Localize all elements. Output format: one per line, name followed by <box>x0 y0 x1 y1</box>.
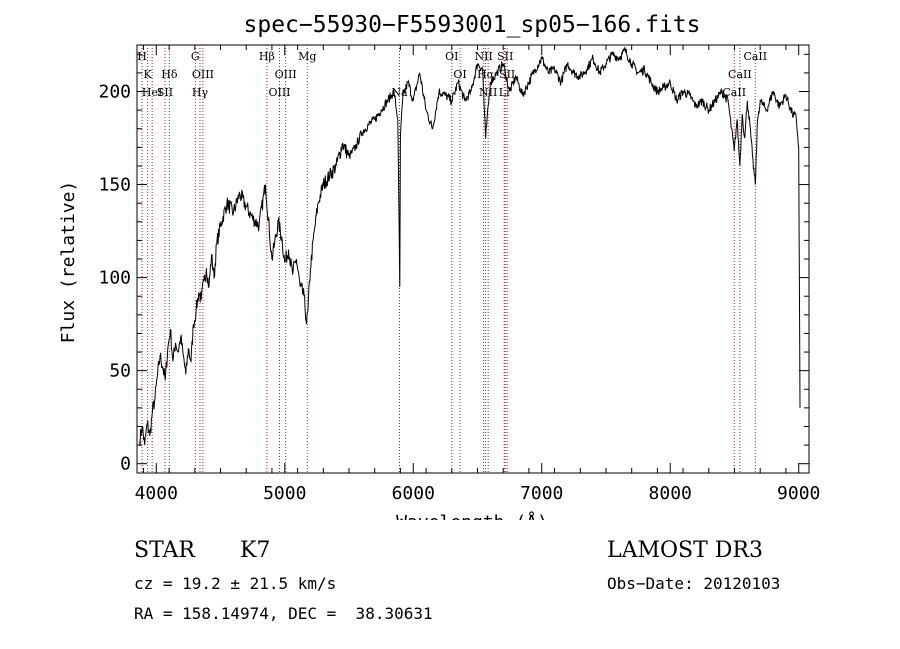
marker-label-18: SII <box>497 50 513 63</box>
y-tick-label-1: 50 <box>109 361 131 382</box>
marker-label-9: OIII <box>275 68 297 81</box>
marker-label-15: NII <box>475 50 493 63</box>
x-axis: 4000 5000 6000 7000 8000 9000 <box>135 45 820 504</box>
marker-label-4: Hδ <box>161 68 178 81</box>
marker-label-19: SII <box>499 68 515 81</box>
marker-label-3: SII <box>157 86 173 99</box>
marker-label-11: Mg <box>298 50 316 63</box>
line-markers <box>141 45 756 473</box>
spectrum-series-line <box>139 46 801 446</box>
marker-label-12: Na <box>391 86 408 99</box>
marker-label-2: HeI <box>142 86 162 99</box>
observation-date: Obs−Date: 20120103 <box>607 574 781 593</box>
marker-label-16: Hα <box>477 68 495 81</box>
y-axis-label: Flux (relative) <box>58 181 79 344</box>
coordinates-readout: RA = 158.14974, DEC = 38.30631 <box>134 604 433 623</box>
marker-label-7: Hγ <box>192 86 209 99</box>
marker-label-6: OIII <box>192 68 214 81</box>
marker-label-13: OI <box>445 50 458 63</box>
x-axis-label: Wavelength (Å) <box>396 511 548 520</box>
x-tick-label-0: 4000 <box>135 483 178 504</box>
x-tick-label-1: 5000 <box>263 483 306 504</box>
marker-label-0: H <box>137 50 147 63</box>
marker-label-10: OIII <box>268 86 290 99</box>
object-class: STAR <box>134 538 195 563</box>
y-tick-label-3: 150 <box>98 175 131 196</box>
marker-label-21: CaII <box>743 50 767 63</box>
y-tick-label-0: 0 <box>120 454 131 475</box>
marker-label-23: CaII <box>722 86 746 99</box>
marker-label-22: CaII <box>728 68 752 81</box>
survey-label: LAMOST DR3 <box>607 538 763 563</box>
y-axis: 0 50 100 150 200 <box>98 53 809 475</box>
y-tick-label-4: 200 <box>98 82 131 103</box>
marker-label-8: Hβ <box>259 50 275 63</box>
marker-label-14: OI <box>453 68 466 81</box>
x-tick-label-5: 9000 <box>777 483 820 504</box>
marker-label-1: K <box>144 68 153 81</box>
marker-label-5: G <box>191 50 200 63</box>
redshift-readout: cz = 19.2 ± 21.5 km/s <box>134 574 337 593</box>
spectrum-chart: spec−55930−F5593001_sp05−166.fits HKHeIS… <box>58 12 820 520</box>
marker-label-20: Li <box>499 86 510 99</box>
x-tick-label-2: 6000 <box>392 483 435 504</box>
chart-title: spec−55930−F5593001_sp05−166.fits <box>244 12 701 38</box>
line-marker-labels: HKHeISIIHδGOIIIHγHβOIIIOIIIMgNaOIOINIIHα… <box>137 50 767 99</box>
x-tick-label-4: 8000 <box>649 483 692 504</box>
object-subclass: K7 <box>240 538 271 563</box>
marker-label-17: NII <box>479 86 497 99</box>
y-tick-label-2: 100 <box>98 268 131 289</box>
x-tick-label-3: 7000 <box>520 483 563 504</box>
